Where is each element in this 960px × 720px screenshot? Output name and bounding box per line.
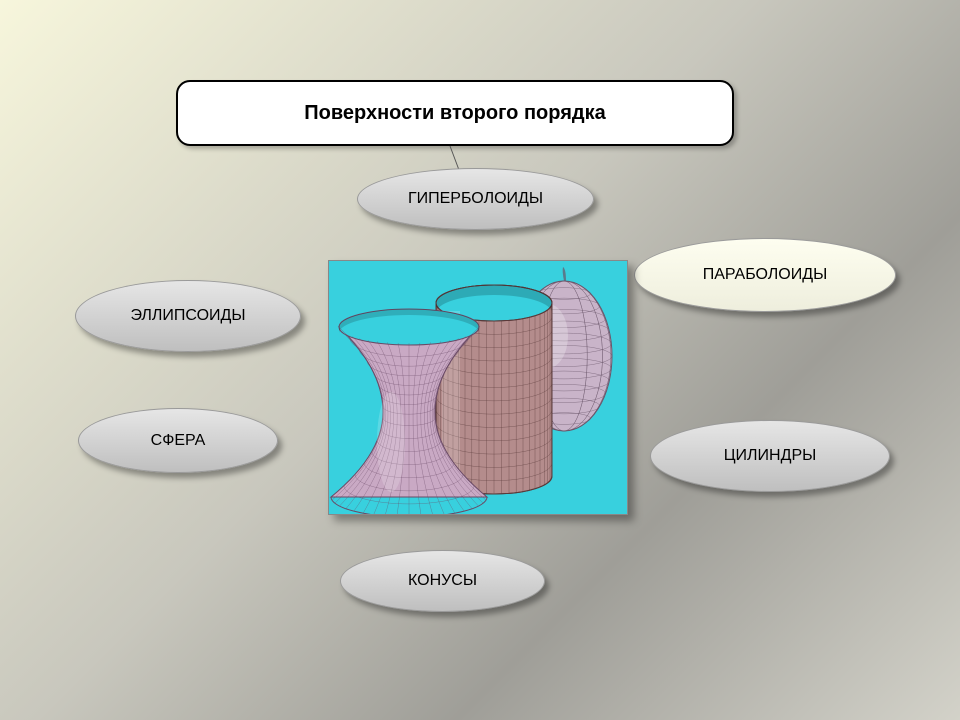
node-paraboloids: ПАРАБОЛОИДЫ bbox=[634, 238, 896, 312]
node-label-cylinders: ЦИЛИНДРЫ bbox=[724, 447, 817, 465]
node-label-hyperboloids: ГИПЕРБОЛОИДЫ bbox=[408, 190, 543, 208]
title-box: Поверхности второго порядка bbox=[176, 80, 734, 146]
node-ellipsoids: ЭЛЛИПСОИДЫ bbox=[75, 280, 301, 352]
node-cylinders: ЦИЛИНДРЫ bbox=[650, 420, 890, 492]
node-label-ellipsoids: ЭЛЛИПСОИДЫ bbox=[130, 307, 245, 325]
title-text: Поверхности второго порядка bbox=[304, 102, 605, 125]
node-sphere: СФЕРА bbox=[78, 408, 278, 473]
node-hyperboloids: ГИПЕРБОЛОИДЫ bbox=[357, 168, 594, 230]
node-cones: КОНУСЫ bbox=[340, 550, 545, 612]
node-label-paraboloids: ПАРАБОЛОИДЫ bbox=[703, 266, 827, 284]
node-label-sphere: СФЕРА bbox=[151, 432, 206, 450]
node-label-cones: КОНУСЫ bbox=[408, 572, 477, 590]
center-illustration bbox=[328, 260, 628, 515]
